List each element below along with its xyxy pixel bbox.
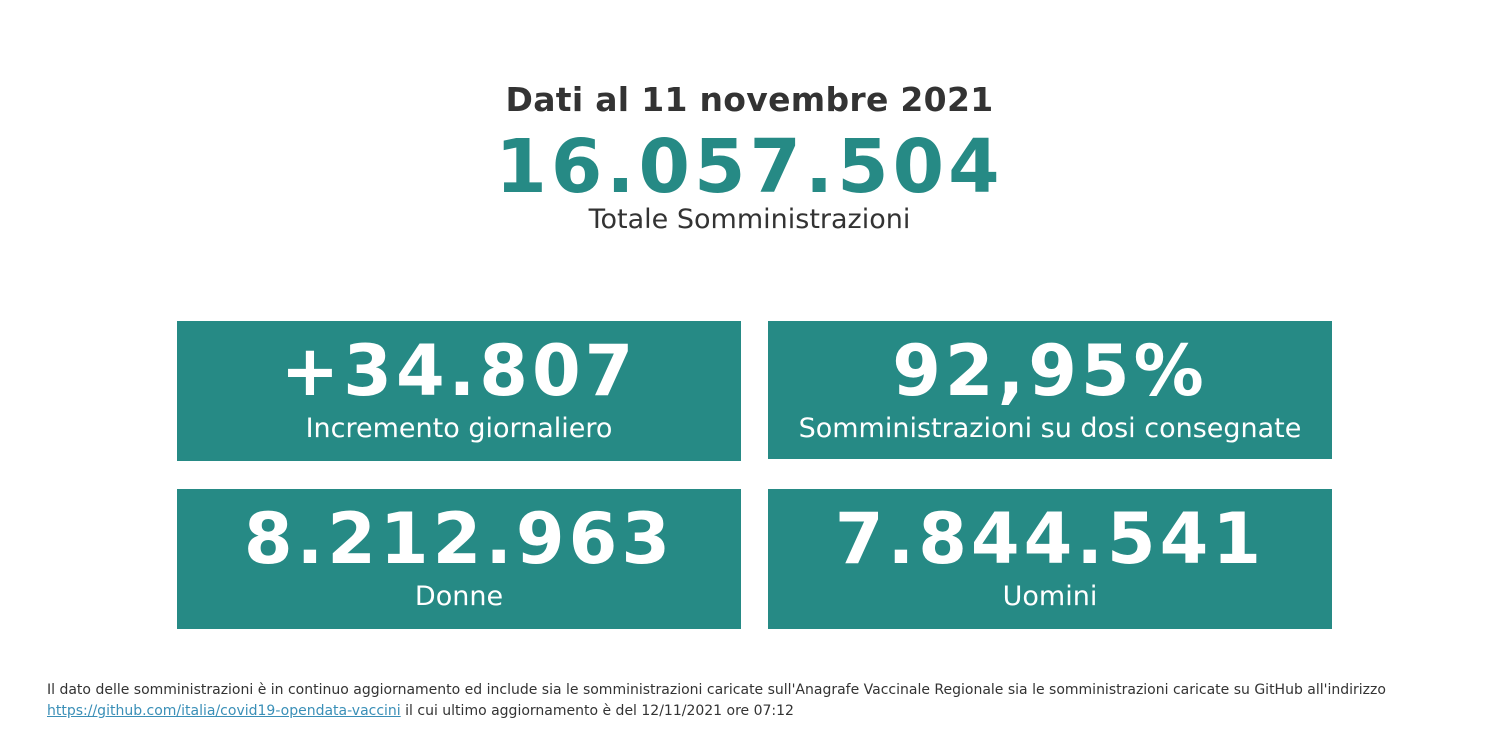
women-label: Donne xyxy=(414,581,504,612)
delivered-doses-ratio-label: Somministrazioni su dosi consegnate xyxy=(798,413,1302,444)
total-administrations-value: 16.057.504 xyxy=(495,124,1004,210)
delivered-doses-ratio-value: 92,95% xyxy=(892,330,1208,412)
daily-increment-card: +34.807 Incremento giornaliero xyxy=(177,321,741,461)
men-card: 7.844.541 Uomini xyxy=(768,489,1332,629)
note-text-after: il cui ultimo aggiornamento è del 12/11/… xyxy=(405,703,794,719)
daily-increment-label: Incremento giornaliero xyxy=(305,413,613,444)
men-label: Uomini xyxy=(1002,581,1098,612)
men-value: 7.844.541 xyxy=(834,498,1266,580)
date-title: Dati al 11 novembre 2021 xyxy=(505,80,994,119)
note-text-before: Il dato delle somministrazioni è in cont… xyxy=(47,682,1386,698)
github-repository-link[interactable]: https://github.com/italia/covid19-openda… xyxy=(47,703,401,719)
women-value: 8.212.963 xyxy=(243,498,675,580)
summary-header: Dati al 11 novembre 2021 16.057.504 Tota… xyxy=(0,76,1499,240)
daily-increment-value: +34.807 xyxy=(280,330,638,412)
total-administrations-label: Totale Somministrazioni xyxy=(588,204,911,235)
delivered-doses-ratio-card: 92,95% Somministrazioni su dosi consegna… xyxy=(768,321,1332,459)
data-source-note: Il dato delle somministrazioni è in cont… xyxy=(47,680,1487,722)
women-card: 8.212.963 Donne xyxy=(177,489,741,629)
